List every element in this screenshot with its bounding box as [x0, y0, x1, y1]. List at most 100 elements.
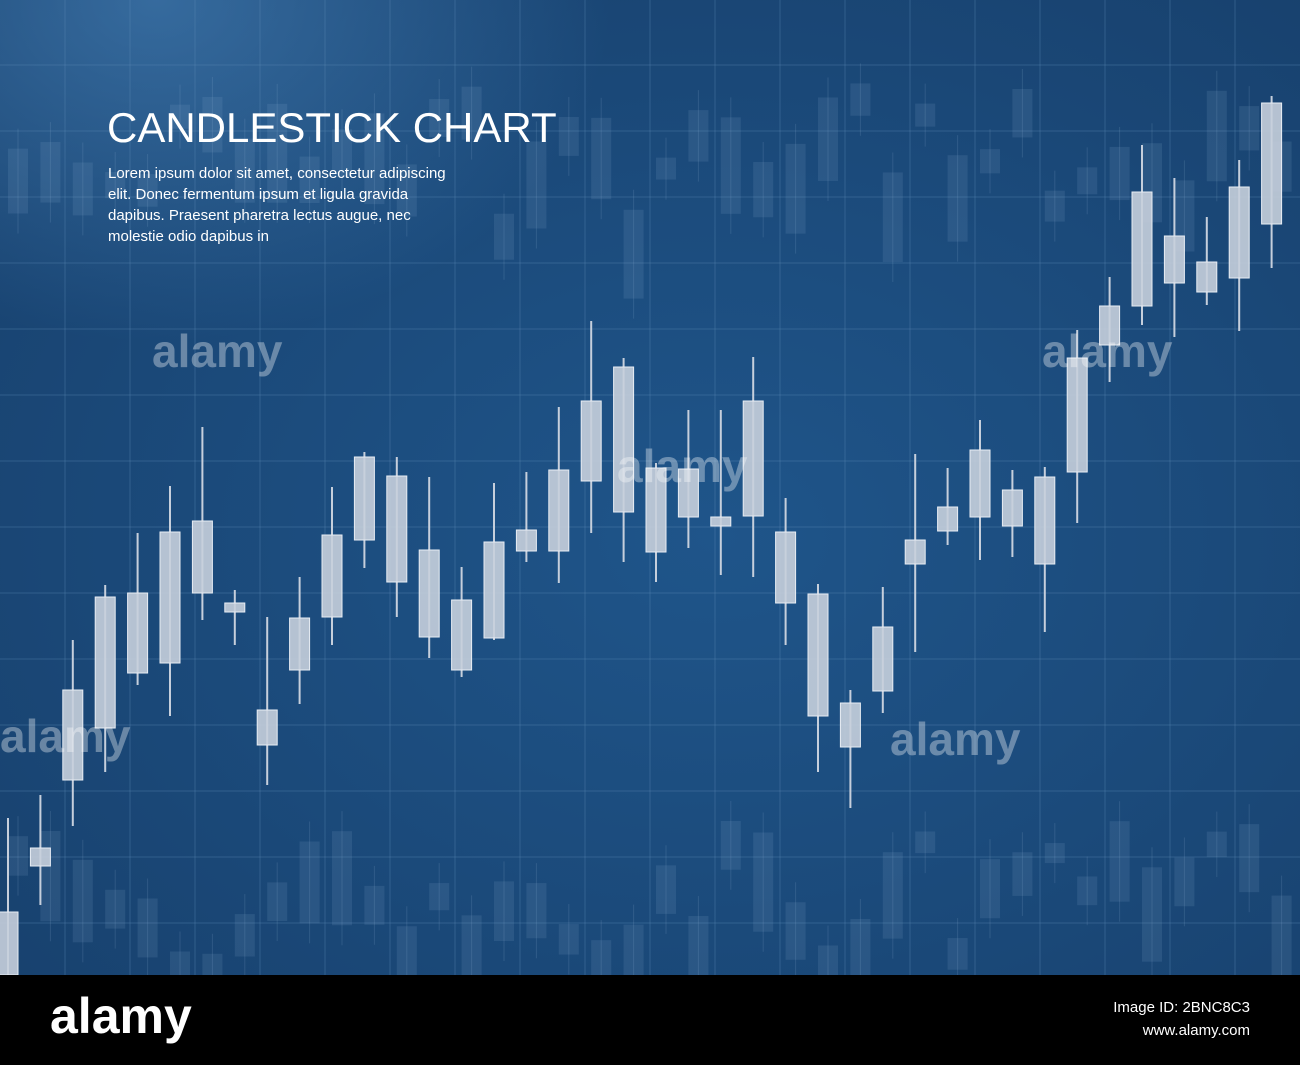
bg-candle: [137, 174, 158, 207]
candle-body: [742, 400, 764, 517]
bg-candle: [1174, 180, 1195, 252]
candle-body: [159, 531, 181, 664]
bg-candle: [656, 865, 676, 914]
watermarks: alamy alamy alamy alamy alamy: [0, 325, 1173, 765]
candle-body: [418, 549, 440, 638]
candle-body: [224, 602, 246, 613]
candle-body: [1131, 191, 1153, 307]
candle-body: [775, 531, 797, 604]
bg-candle: [1239, 824, 1260, 893]
bg-candle: [850, 83, 871, 116]
bg-candle: [1044, 190, 1065, 222]
candle-body: [1261, 102, 1283, 225]
bg-candle: [1271, 895, 1292, 989]
bg-candle: [1174, 857, 1195, 907]
candle-body: [62, 689, 84, 781]
bg-candle: [1012, 88, 1033, 138]
footer: [0, 975, 1300, 1065]
candle-body: [127, 592, 149, 674]
candle-body: [1228, 186, 1250, 279]
bg-candle: [980, 149, 1000, 174]
candle-body: [645, 467, 667, 553]
bg-candle: [1109, 146, 1130, 201]
bg-candle: [267, 103, 288, 203]
site-url: www.alamy.com: [1142, 1022, 1250, 1039]
image-id: Image ID: 2BNC8C3: [1113, 999, 1250, 1016]
candle-body: [1066, 357, 1088, 473]
bg-candle: [591, 117, 612, 200]
bg-candle: [1206, 90, 1227, 182]
bg-candle: [364, 113, 385, 205]
bg-candle: [915, 103, 936, 127]
bg-candle: [720, 820, 741, 870]
watermark: alamy: [152, 325, 283, 377]
bg-candle: [1109, 821, 1130, 902]
candle-body: [548, 469, 570, 552]
bg-candle: [785, 902, 806, 960]
bg-candle: [753, 832, 774, 932]
candle-body: [1163, 235, 1185, 284]
bg-candle: [429, 883, 450, 911]
bg-candle: [947, 155, 968, 242]
bg-candle: [947, 938, 968, 970]
footer-logo: alamy: [50, 988, 192, 1044]
watermark: alamy: [617, 440, 748, 492]
subtitle-line: elit. Donec fermentum ipsum et ligula gr…: [108, 186, 409, 203]
candle-body: [807, 593, 829, 717]
bg-candle: [72, 859, 93, 943]
subtitle-line: Lorem ipsum dolor sit amet, consectetur …: [108, 165, 446, 182]
bg-candle: [234, 138, 255, 203]
bg-candle: [137, 898, 158, 958]
watermark: alamy: [1042, 325, 1173, 377]
candle-body: [677, 468, 699, 518]
bg-candle: [1206, 831, 1227, 858]
watermark: alamy: [0, 710, 131, 762]
bg-candle: [1044, 843, 1065, 864]
bg-candle: [1077, 876, 1098, 906]
bg-candle: [494, 881, 514, 942]
watermark: alamy: [890, 713, 1021, 765]
bg-candle: [494, 213, 514, 260]
candle-body: [872, 626, 894, 692]
candle-body: [515, 529, 537, 552]
bg-candle: [364, 885, 385, 925]
bg-candle: [558, 116, 579, 156]
candles: [0, 96, 1283, 976]
candle-body: [1196, 261, 1218, 293]
bg-candle: [40, 830, 61, 922]
subtitle-line: dapibus. Praesent pharetra lectus augue,…: [108, 207, 411, 224]
bg-candle: [1142, 867, 1162, 962]
candle-body: [483, 541, 505, 639]
bg-candle: [202, 96, 223, 153]
candle-body: [1099, 305, 1121, 346]
bg-candle: [8, 836, 28, 876]
candle-body: [29, 847, 51, 867]
bg-candle: [40, 142, 61, 203]
bg-candle: [818, 97, 838, 181]
candle-body: [321, 534, 343, 618]
candle-body: [256, 709, 278, 746]
bg-candle: [299, 156, 320, 204]
candle-body: [1001, 489, 1023, 527]
bg-candle: [623, 209, 644, 299]
bg-candle: [753, 162, 774, 218]
bg-candle: [332, 831, 352, 926]
candle-body: [710, 516, 732, 527]
bg-candle: [526, 141, 547, 229]
subtitle-line: molestie odio dapibus in: [108, 228, 269, 245]
candle-body: [191, 520, 213, 594]
bg-candle: [170, 104, 190, 129]
candle-body: [580, 400, 602, 482]
bg-candle: [980, 859, 1000, 919]
subtitle: Lorem ipsum dolor sit amet, consectetur …: [108, 165, 446, 245]
candle-body: [94, 596, 116, 729]
bg-candle: [8, 148, 28, 214]
candle-body: [451, 599, 473, 671]
candle-body: [0, 911, 19, 976]
bg-candle: [1012, 852, 1033, 896]
bg-candle: [882, 172, 903, 263]
candle-body: [904, 539, 926, 565]
